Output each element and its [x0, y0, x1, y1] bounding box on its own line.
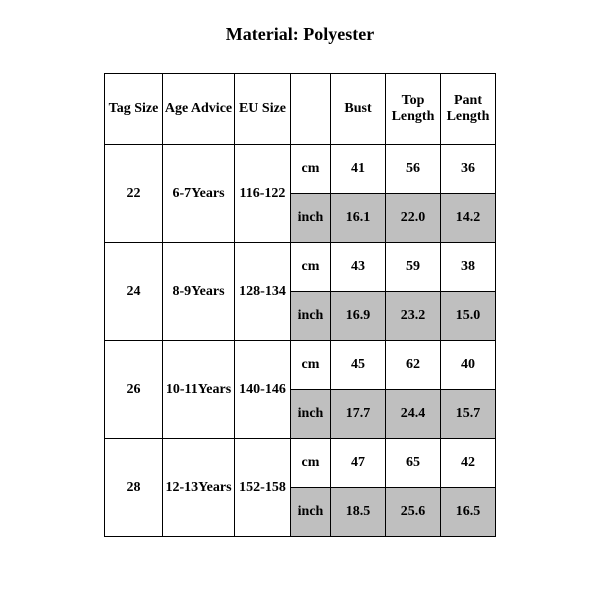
cell-top-length: 24.4 [386, 390, 441, 439]
cell-unit-inch: inch [291, 488, 331, 537]
cell-eu-size: 116-122 [235, 145, 291, 243]
cell-unit-inch: inch [291, 292, 331, 341]
cell-pant-length: 15.7 [441, 390, 496, 439]
cell-top-length: 56 [386, 145, 441, 194]
cell-top-length: 22.0 [386, 194, 441, 243]
cell-bust: 17.7 [331, 390, 386, 439]
cell-top-length: 65 [386, 439, 441, 488]
cell-eu-size: 140-146 [235, 341, 291, 439]
cell-top-length: 59 [386, 243, 441, 292]
cell-unit-inch: inch [291, 194, 331, 243]
col-header-unit [291, 74, 331, 145]
cell-unit-inch: inch [291, 390, 331, 439]
cell-age-advice: 10-11Years [163, 341, 235, 439]
col-header-top-length: Top Length [386, 74, 441, 145]
cell-pant-length: 16.5 [441, 488, 496, 537]
cell-top-length: 25.6 [386, 488, 441, 537]
cell-bust: 43 [331, 243, 386, 292]
cell-top-length: 23.2 [386, 292, 441, 341]
cell-tag-size: 28 [105, 439, 163, 537]
cell-age-advice: 12-13Years [163, 439, 235, 537]
size-table: Tag Size Age Advice EU Size Bust Top Len… [104, 73, 496, 537]
cell-bust: 47 [331, 439, 386, 488]
cell-eu-size: 152-158 [235, 439, 291, 537]
cell-unit-cm: cm [291, 341, 331, 390]
cell-bust: 16.9 [331, 292, 386, 341]
cell-tag-size: 22 [105, 145, 163, 243]
size-chart-page: Material: Polyester Tag Size Age Advice … [0, 0, 600, 600]
cell-age-advice: 8-9Years [163, 243, 235, 341]
table-row: 24 8-9Years 128-134 cm 43 59 38 [105, 243, 496, 292]
cell-pant-length: 15.0 [441, 292, 496, 341]
col-header-eu-size: EU Size [235, 74, 291, 145]
cell-bust: 16.1 [331, 194, 386, 243]
cell-pant-length: 36 [441, 145, 496, 194]
cell-bust: 41 [331, 145, 386, 194]
cell-unit-cm: cm [291, 439, 331, 488]
cell-tag-size: 26 [105, 341, 163, 439]
table-row: 28 12-13Years 152-158 cm 47 65 42 [105, 439, 496, 488]
cell-pant-length: 38 [441, 243, 496, 292]
cell-pant-length: 42 [441, 439, 496, 488]
cell-pant-length: 14.2 [441, 194, 496, 243]
cell-bust: 45 [331, 341, 386, 390]
col-header-bust: Bust [331, 74, 386, 145]
cell-unit-cm: cm [291, 243, 331, 292]
table-header-row: Tag Size Age Advice EU Size Bust Top Len… [105, 74, 496, 145]
cell-bust: 18.5 [331, 488, 386, 537]
table-row: 22 6-7Years 116-122 cm 41 56 36 [105, 145, 496, 194]
col-header-pant-length: Pant Length [441, 74, 496, 145]
cell-unit-cm: cm [291, 145, 331, 194]
page-title: Material: Polyester [0, 24, 600, 45]
cell-top-length: 62 [386, 341, 441, 390]
col-header-tag-size: Tag Size [105, 74, 163, 145]
cell-pant-length: 40 [441, 341, 496, 390]
table-row: 26 10-11Years 140-146 cm 45 62 40 [105, 341, 496, 390]
cell-tag-size: 24 [105, 243, 163, 341]
cell-eu-size: 128-134 [235, 243, 291, 341]
cell-age-advice: 6-7Years [163, 145, 235, 243]
col-header-age-advice: Age Advice [163, 74, 235, 145]
